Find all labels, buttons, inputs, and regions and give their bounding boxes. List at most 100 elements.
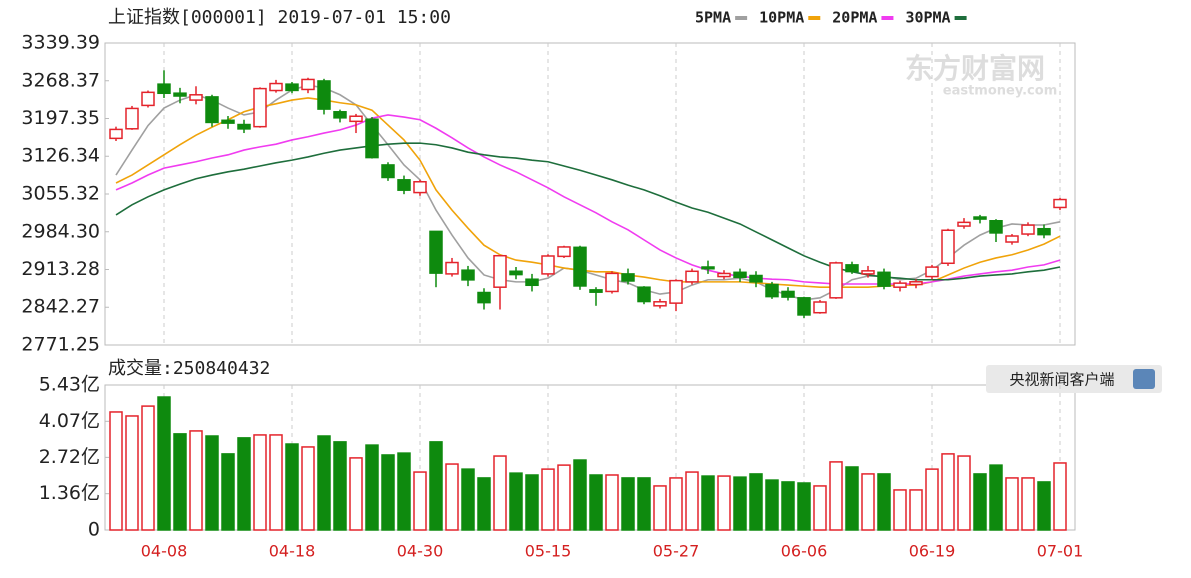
candle-body (925, 266, 939, 278)
volume-bar (365, 444, 379, 531)
volume-bar (541, 468, 555, 531)
volume-bar (269, 434, 283, 531)
y-tick-label: 2913.28 (21, 258, 100, 280)
volume-tick-label: 4.07亿 (39, 410, 100, 432)
volume-bar (861, 473, 875, 531)
volume-bar (957, 455, 971, 531)
candle-body (365, 118, 379, 159)
volume-bar (717, 475, 731, 531)
volume-bar (109, 411, 123, 531)
candle-body (637, 286, 651, 303)
candle-body (429, 230, 443, 274)
candle-body (589, 289, 603, 293)
y-tick-label: 3268.37 (21, 69, 100, 91)
candle-body (701, 266, 715, 270)
volume-bar (461, 468, 475, 531)
candle-body (861, 270, 875, 275)
watermark-url: eastmoney.com (943, 84, 1058, 99)
legend-label: 5PMA (695, 9, 731, 27)
price-frame (104, 42, 1076, 346)
source-badge (986, 365, 1162, 393)
y-tick-label: 3055.32 (21, 183, 100, 205)
volume-bar (173, 433, 187, 531)
y-tick-label: 3126.34 (21, 145, 100, 167)
x-tick-label: 04-18 (269, 542, 316, 561)
x-tick-label: 06-19 (909, 542, 956, 561)
volume-bar (637, 477, 651, 531)
volume-bar (397, 452, 411, 531)
candle-body (557, 246, 571, 258)
candle-body (941, 229, 955, 265)
volume-tick-label: 0 (88, 519, 100, 541)
candle-body (253, 87, 267, 128)
volume-bar (557, 464, 571, 531)
volume-bar (813, 485, 827, 531)
candle-body (221, 119, 235, 124)
volume-bar (749, 473, 763, 531)
candle-body (621, 273, 635, 282)
x-tick-label: 07-01 (1037, 542, 1084, 561)
candle-body (989, 219, 1003, 234)
volume-bar (509, 472, 523, 531)
y-tick-label: 2842.27 (21, 296, 100, 318)
candle-body (413, 181, 427, 194)
y-tick-label: 3339.39 (21, 32, 100, 54)
candle-body (1005, 235, 1019, 243)
candle-body (669, 279, 683, 304)
candle-body (205, 96, 219, 124)
y-tick-label: 3197.35 (21, 107, 100, 129)
candle-body (797, 297, 811, 316)
candle-body (333, 111, 347, 119)
watermark: 东方财富网 (905, 52, 1045, 85)
volume-bar (285, 443, 299, 531)
candle-body (1053, 198, 1067, 209)
volume-bar (221, 453, 235, 531)
volume-bar (781, 481, 795, 531)
volume-bar (141, 405, 155, 531)
chart-title: 上证指数[000001] 2019-07-01 15:00 (108, 7, 451, 28)
volume-bar (1037, 481, 1051, 531)
volume-bar (621, 477, 635, 531)
volume-tick-label: 1.36亿 (39, 482, 100, 504)
x-tick-label: 04-08 (141, 542, 188, 561)
candle-body (493, 254, 507, 288)
candle-body (381, 164, 395, 179)
badge-icon (1133, 369, 1155, 389)
volume-bar (909, 489, 923, 531)
candle-body (109, 128, 123, 140)
source-badge-text: 央视新闻客户端 (1009, 371, 1114, 389)
volume-tick-label: 2.72亿 (39, 446, 100, 468)
candle-body (1021, 224, 1035, 235)
legend-label: 10PMA (759, 9, 804, 27)
volume-bar (205, 435, 219, 531)
volume-bar (493, 455, 507, 531)
volume-bar (765, 479, 779, 531)
candle-body (269, 82, 283, 92)
legend-swatch (735, 16, 748, 20)
volume-bar (973, 473, 987, 531)
candle-body (173, 92, 187, 97)
ma-line (115, 84, 1061, 301)
candle-body (573, 246, 587, 287)
candle-body (397, 179, 411, 191)
candle-body (685, 270, 699, 283)
candle-body (157, 83, 171, 95)
volume-bar (653, 485, 667, 531)
candle-body (653, 301, 667, 307)
volume-bar (573, 459, 587, 531)
volume-bar (413, 471, 427, 531)
candle-body (973, 216, 987, 220)
candle-body (957, 221, 971, 227)
candle-body (445, 261, 459, 275)
volume-bar (877, 473, 891, 531)
legend-label: 30PMA (905, 9, 950, 27)
volume-bar (941, 453, 955, 531)
volume-bar (733, 476, 747, 531)
candle-body (829, 262, 843, 299)
volume-bar (237, 437, 251, 531)
volume-bar (845, 466, 859, 531)
candle-body (733, 271, 747, 279)
x-tick-label: 05-27 (653, 542, 700, 561)
volume-bar (669, 477, 683, 531)
candle-body (301, 78, 315, 91)
